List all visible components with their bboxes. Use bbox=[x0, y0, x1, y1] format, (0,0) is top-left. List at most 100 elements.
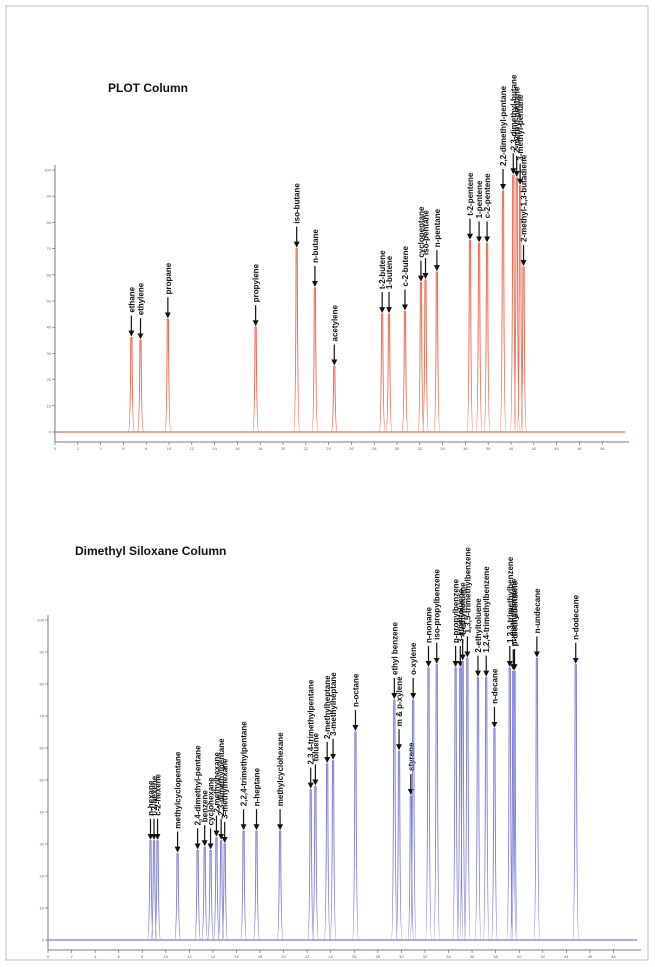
peak-label: c-2-pentene bbox=[483, 173, 492, 218]
peak-label: 2-ethyltoluene bbox=[474, 598, 483, 653]
peak bbox=[401, 310, 409, 433]
x-tick-label: 44 bbox=[564, 954, 569, 959]
peak-label: ethyl benzene bbox=[390, 622, 399, 675]
x-tick-label: 2 bbox=[77, 446, 80, 451]
chart-title: PLOT Column bbox=[108, 81, 188, 95]
peak-label: 2,4-dimethyl-pentane bbox=[194, 745, 203, 826]
peak-label: styrene bbox=[407, 742, 416, 771]
peak-label: c-2-butene bbox=[401, 245, 410, 286]
peak bbox=[212, 837, 220, 941]
x-tick-label: 10 bbox=[164, 954, 169, 959]
y-tick-label: 0 bbox=[49, 430, 52, 435]
x-tick-label: 30 bbox=[399, 954, 404, 959]
chart-title: Dimethyl Siloxane Column bbox=[75, 544, 226, 558]
frame bbox=[5, 5, 649, 961]
peak bbox=[456, 667, 464, 941]
peak bbox=[433, 664, 441, 941]
peak-label: c-2-hexene bbox=[154, 773, 163, 815]
x-tick-label: 0 bbox=[54, 446, 57, 451]
x-tick-label: 24 bbox=[326, 446, 331, 451]
peak bbox=[154, 840, 162, 941]
peak bbox=[311, 287, 319, 433]
x-tick-label: 32 bbox=[418, 446, 423, 451]
y-tick-label: 40 bbox=[47, 325, 52, 330]
peak-label: 1,2,4-trimethylbenzene bbox=[482, 566, 491, 653]
peak-label: 2-methylheptane bbox=[323, 675, 332, 739]
peak-label: n-dodecane bbox=[572, 594, 581, 639]
peak-label: acetylene bbox=[330, 304, 339, 341]
peak-label: ethane bbox=[127, 286, 136, 312]
peak-label: 2-methyl-pentane bbox=[513, 86, 522, 153]
y-tick-label: 30 bbox=[47, 351, 52, 356]
peak bbox=[293, 248, 301, 433]
peak bbox=[433, 271, 441, 433]
peak-label: n-propylbenzene bbox=[452, 578, 461, 643]
x-tick-label: 10 bbox=[167, 446, 172, 451]
y-tick-label: 60 bbox=[47, 272, 52, 277]
x-tick-label: 40 bbox=[509, 446, 514, 451]
peak bbox=[466, 240, 474, 433]
y-tick-label: 70 bbox=[40, 714, 45, 719]
peak-label: m-diethylbenzene bbox=[509, 578, 518, 646]
peak bbox=[483, 242, 491, 433]
x-tick-label: 16 bbox=[234, 954, 239, 959]
x-tick-label: 26 bbox=[352, 954, 357, 959]
x-tick-label: 4 bbox=[99, 446, 102, 451]
peak-label: iso-pentane bbox=[422, 210, 431, 255]
peak bbox=[509, 174, 517, 433]
y-tick-label: 70 bbox=[47, 246, 52, 251]
peak-label: propane bbox=[164, 262, 173, 294]
x-tick-label: 46 bbox=[588, 954, 593, 959]
peak bbox=[424, 667, 432, 941]
y-tick-label: 30 bbox=[40, 842, 45, 847]
peak bbox=[463, 657, 471, 941]
peak-label: 1,2,3-trimethylbenzene bbox=[506, 556, 515, 643]
peak-label: 3-methylheptane bbox=[329, 672, 338, 736]
peak bbox=[137, 339, 144, 433]
x-tick-label: 8 bbox=[145, 446, 148, 451]
peak-label: n-undecane bbox=[533, 588, 542, 633]
peak-label: 2,3-dimethylpentane bbox=[217, 738, 226, 816]
x-tick-label: 18 bbox=[258, 954, 263, 959]
peak-label: n-hexane bbox=[146, 780, 155, 816]
x-tick-label: 42 bbox=[532, 446, 537, 451]
y-tick-label: 80 bbox=[40, 682, 45, 687]
peak bbox=[513, 177, 521, 433]
x-tick-label: 12 bbox=[187, 954, 192, 959]
peak bbox=[520, 266, 528, 433]
peak bbox=[459, 661, 467, 941]
x-tick-label: 32 bbox=[423, 954, 428, 959]
peak-label: 2,3-dimethyl-butane bbox=[509, 74, 518, 150]
peak bbox=[221, 843, 229, 941]
peak bbox=[407, 795, 415, 941]
peak-label: 3-methyl-pentane bbox=[516, 94, 525, 161]
y-tick-label: 80 bbox=[47, 220, 52, 225]
peak bbox=[390, 699, 398, 941]
x-tick-label: 20 bbox=[281, 954, 286, 959]
x-tick-label: 8 bbox=[141, 954, 144, 959]
peak-label: 2-methylhexane bbox=[212, 752, 221, 813]
x-tick-label: 36 bbox=[463, 446, 468, 451]
y-tick-label: 90 bbox=[40, 650, 45, 655]
peak bbox=[329, 760, 337, 941]
peak-label: 3-ethyltoluene bbox=[456, 588, 465, 643]
x-tick-label: 30 bbox=[395, 446, 400, 451]
peak-label: cyclohexane bbox=[207, 777, 216, 826]
peak bbox=[510, 670, 518, 941]
peak bbox=[509, 670, 517, 941]
x-tick-label: 28 bbox=[372, 446, 377, 451]
y-tick-label: 20 bbox=[47, 377, 52, 382]
peak-label: n-butane bbox=[311, 229, 320, 263]
x-tick-label: 2 bbox=[70, 954, 73, 959]
peak-label: propylene bbox=[252, 263, 261, 302]
peak-label: iso-butane bbox=[293, 183, 302, 224]
x-tick-label: 24 bbox=[328, 954, 333, 959]
peak-label: 2,2,4-trimethylpentane bbox=[240, 721, 249, 806]
peak-label: n-octane bbox=[351, 673, 360, 707]
x-tick-label: 12 bbox=[190, 446, 195, 451]
x-tick-label: 26 bbox=[349, 446, 354, 451]
y-tick-label: 10 bbox=[47, 403, 52, 408]
peak-label: n-pentane bbox=[433, 208, 442, 247]
x-tick-label: 22 bbox=[305, 954, 310, 959]
y-tick-label: 0 bbox=[42, 938, 45, 943]
